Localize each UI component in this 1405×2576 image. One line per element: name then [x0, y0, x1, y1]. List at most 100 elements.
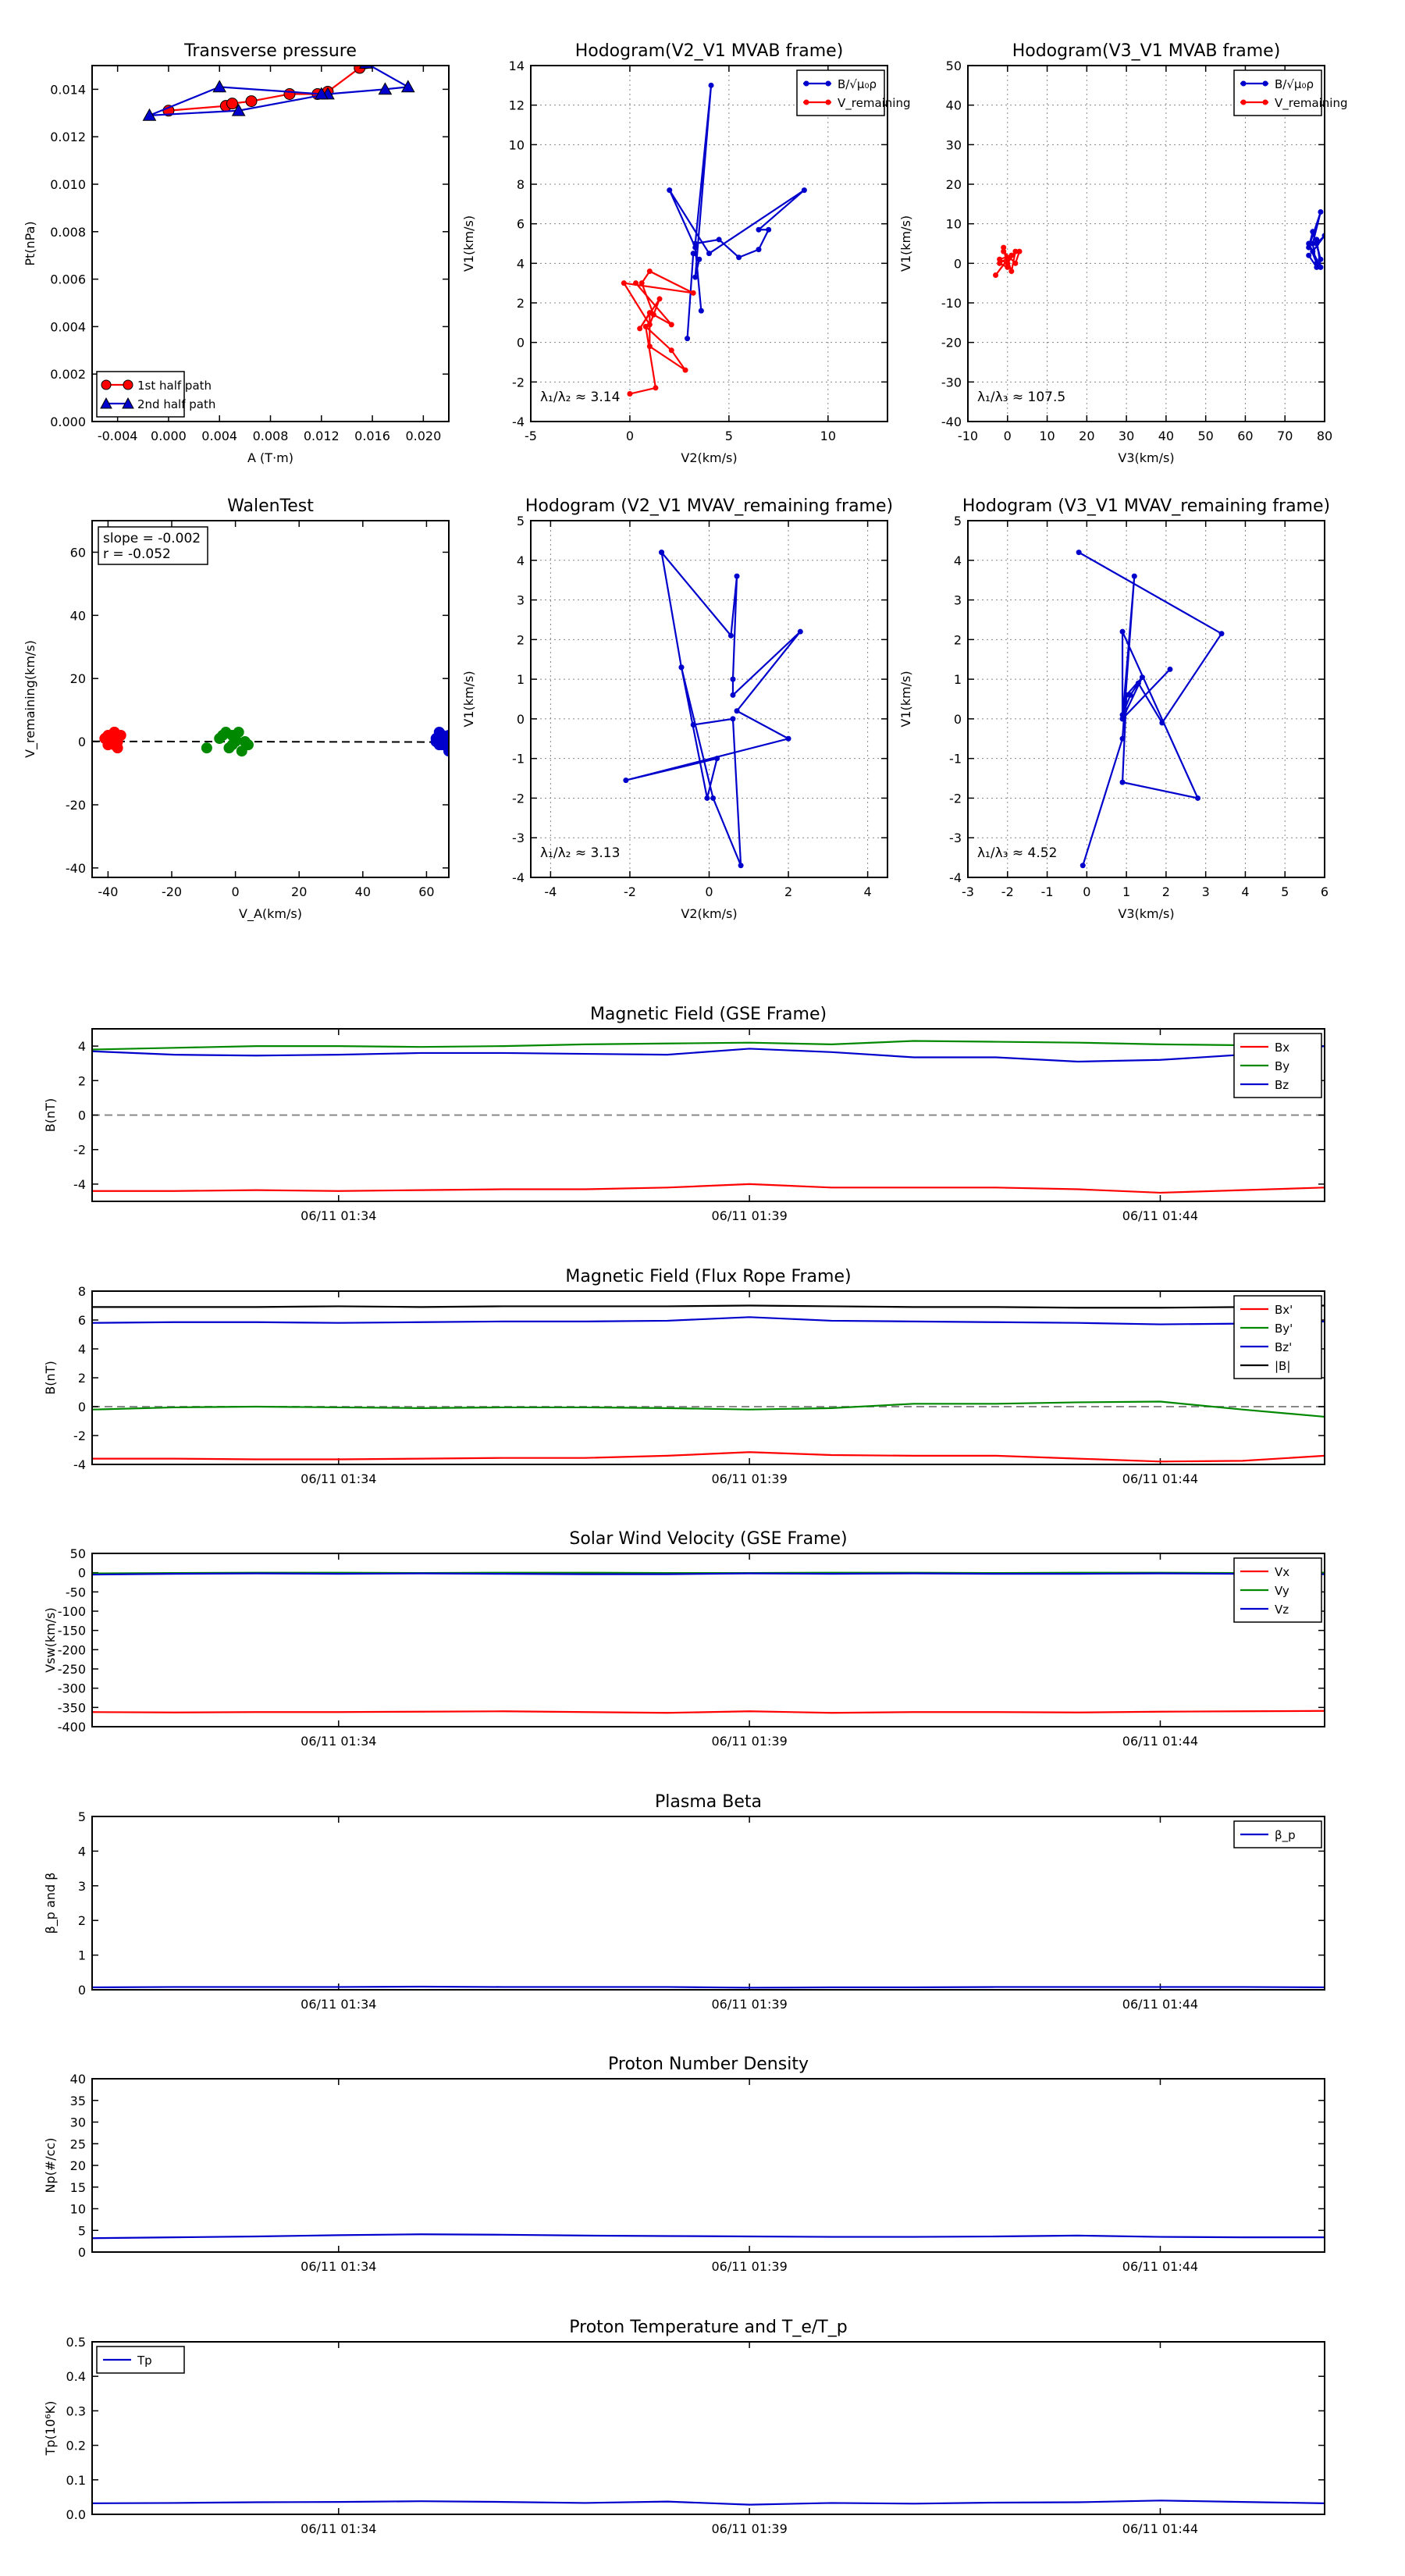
data-point: [231, 103, 246, 116]
legend-label: Tp: [137, 2354, 152, 2368]
y-tick-label: 25: [70, 2137, 86, 2151]
data-point: [142, 108, 157, 121]
x-tick-label: -10: [958, 429, 978, 443]
legend-label: Vx: [1275, 1565, 1289, 1579]
x-axis-label: A (T·m): [247, 450, 293, 465]
plot-frame: [530, 520, 888, 878]
data-point: [1005, 264, 1011, 270]
ratio-annotation: λ₁/λ₂ ≈ 3.13: [540, 845, 620, 861]
x-tick-label: 50: [1197, 429, 1213, 443]
data-point: [678, 664, 685, 671]
series-tp: [92, 2500, 1325, 2506]
y-tick-label: 0.012: [50, 130, 86, 144]
y-tick-label: 0.3: [66, 2403, 86, 2418]
x-tick-label: 6: [1321, 884, 1329, 899]
data-point: [1076, 550, 1082, 556]
series-group: [1076, 550, 1225, 869]
legend-marker: [1240, 80, 1247, 87]
x-tick-label: 4: [1241, 884, 1249, 899]
legend-marker: [1240, 99, 1247, 105]
y-axis-label: V1(km/s): [461, 671, 476, 727]
series--b-: [92, 1304, 1325, 1309]
data-point: [112, 742, 123, 754]
data-point: [443, 745, 449, 757]
series-line: [92, 1451, 1325, 1463]
x-tick-label: 40: [355, 884, 371, 899]
series-group: [621, 82, 807, 397]
data-point: [646, 268, 653, 274]
data-point: [756, 226, 762, 233]
data-point: [1135, 680, 1141, 686]
y-tick-label: -1: [512, 752, 525, 767]
data-point: [1016, 248, 1023, 254]
x-tick-label: 0.020: [405, 429, 441, 443]
series-bx: [92, 1183, 1325, 1194]
legend-box: [96, 371, 185, 418]
y-tick-label: 60: [70, 545, 86, 560]
y-tick-label: 1: [517, 672, 525, 687]
y-tick-label: 0: [954, 712, 962, 727]
series-b-: [1306, 208, 1325, 270]
data-point: [1131, 573, 1137, 579]
plot-frame: [530, 65, 888, 422]
y-tick-label: -4: [512, 870, 525, 885]
data-point: [690, 290, 696, 296]
legend-marker: [101, 379, 112, 390]
x-tick-label: 0.008: [253, 429, 289, 443]
series-group: [92, 2500, 1325, 2506]
data-point: [1139, 674, 1145, 681]
x-tick-label: 06/11 01:34: [301, 2521, 376, 2536]
x-tick-label: 20: [291, 884, 307, 899]
series-group: [142, 66, 415, 121]
legend-marker: [803, 80, 809, 87]
data-point: [682, 367, 688, 373]
plot-frame: [91, 520, 450, 878]
data-point: [1119, 735, 1126, 742]
data-point: [239, 736, 251, 748]
y-tick-label: 2: [78, 1371, 86, 1386]
y-tick-label: -300: [58, 1681, 86, 1696]
data-point: [1001, 244, 1007, 251]
legend-label: |B|: [1275, 1359, 1290, 1373]
y-tick-label: 3: [517, 593, 525, 608]
data-point: [1008, 252, 1015, 258]
y-tick-label: 0.4: [66, 2369, 86, 2384]
series-line: [92, 1304, 1325, 1309]
y-tick-label: -10: [941, 296, 962, 311]
data-point: [623, 777, 629, 784]
data-point: [1314, 237, 1320, 243]
data-point: [997, 260, 1003, 266]
ratio-annotation: λ₁/λ₃ ≈ 4.52: [977, 845, 1057, 861]
x-tick-label: 1: [1122, 884, 1130, 899]
x-tick-label: 2: [784, 884, 792, 899]
data-point: [685, 336, 691, 342]
x-tick-label: -20: [162, 884, 182, 899]
y-axis-label: Pt(nPa): [23, 221, 37, 265]
x-tick-label: 06/11 01:34: [301, 2259, 376, 2274]
x-tick-label: 06/11 01:44: [1122, 2259, 1198, 2274]
x-tick-label: 06/11 01:39: [711, 1471, 787, 1486]
data-point: [656, 296, 663, 302]
y-tick-label: -40: [66, 861, 86, 876]
data-point: [1159, 720, 1165, 726]
y-tick-label: -2: [949, 791, 962, 806]
chart-11: Proton Number Density 0 5 10 15 20 25 30 35 40 06/…: [43, 2055, 1325, 2274]
data-point: [730, 716, 736, 722]
series-line: [1078, 551, 1223, 866]
y-tick-label: -4: [949, 870, 962, 885]
x-axis-label: V_A(km/s): [239, 906, 302, 922]
series-v-remaining: [993, 244, 1023, 279]
y-tick-label: 10: [70, 2202, 86, 2217]
series-2nd-half-path: [142, 66, 415, 121]
data-point: [283, 87, 296, 100]
data-point: [1310, 248, 1316, 254]
data-point: [706, 251, 712, 257]
legend-marker: [123, 379, 133, 390]
x-tick-label: 06/11 01:34: [301, 1734, 376, 1749]
data-point: [1012, 248, 1019, 254]
y-tick-label: 10: [509, 137, 525, 152]
data-point: [698, 308, 704, 314]
y-tick-label: 4: [78, 1039, 86, 1054]
series-line: [92, 2233, 1325, 2240]
chart-4: WalenTest -40 -20 0 20 40 60 -40 -20 0 20 40 60 V_A(k…: [23, 496, 450, 922]
